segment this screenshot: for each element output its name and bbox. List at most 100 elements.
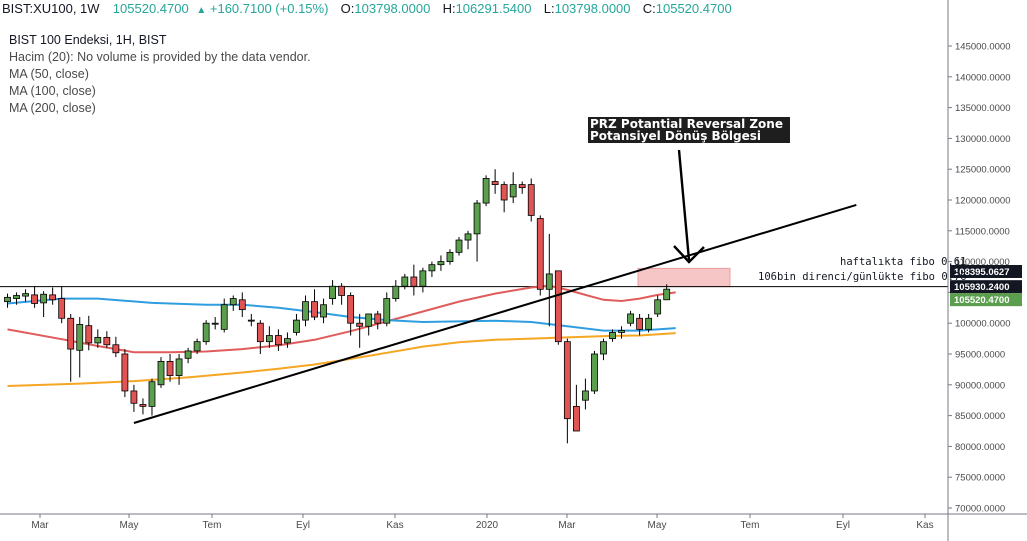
legend-volume[interactable]: Hacim (20): No volume is provided by the…: [9, 50, 311, 64]
price-tag[interactable]: 105930.2400: [950, 280, 1022, 294]
candle[interactable]: [229, 295, 237, 311]
candle[interactable]: [455, 236, 463, 256]
price-tag[interactable]: 105520.4700: [950, 293, 1022, 307]
candle[interactable]: [76, 317, 84, 378]
candle[interactable]: [175, 354, 183, 385]
candle[interactable]: [419, 267, 427, 293]
candle[interactable]: [591, 350, 598, 395]
candle[interactable]: [618, 326, 625, 339]
candle[interactable]: [509, 172, 517, 204]
candle[interactable]: [265, 326, 273, 348]
trendline[interactable]: [133, 203, 857, 424]
candle[interactable]: [130, 384, 138, 412]
legend-ma100[interactable]: MA (100, close): [9, 84, 96, 98]
candle[interactable]: [329, 280, 336, 305]
candle[interactable]: [49, 287, 57, 305]
candle[interactable]: [663, 284, 671, 301]
ma50-line[interactable]: [7, 284, 676, 354]
candle[interactable]: [238, 292, 246, 318]
candle[interactable]: [220, 298, 228, 333]
symbol-header: BIST:XU100, 1W 105520.4700 ▲ +160.7100 (…: [0, 0, 1027, 18]
candle[interactable]: [527, 178, 535, 222]
legend-title[interactable]: BIST 100 Endeksi, 1H, BIST: [9, 33, 167, 47]
candle[interactable]: [284, 332, 291, 348]
legend-ma200[interactable]: MA (200, close): [9, 101, 96, 115]
candle[interactable]: [121, 349, 129, 398]
candle[interactable]: [247, 313, 255, 327]
y-axis[interactable]: 145000.0000 140000.0000 135000.0000 130000.…: [948, 42, 1010, 515]
candle[interactable]: [293, 313, 300, 336]
candle[interactable]: [22, 289, 29, 302]
candle[interactable]: [627, 310, 634, 327]
candle[interactable]: [365, 313, 373, 336]
candle[interactable]: [437, 255, 445, 271]
candle[interactable]: [157, 357, 165, 388]
high-label: H:: [442, 1, 456, 16]
candle[interactable]: [4, 293, 11, 308]
y-tick-label: 75000.0000: [955, 473, 1005, 484]
x-axis[interactable]: Mar May Tem Eyl Kas 2020 Mar May Tem Eyl Kas: [31, 514, 934, 531]
fibo-076-label[interactable]: 106bin direnci/günlükte fibo 0.76: [758, 271, 967, 283]
candle[interactable]: [563, 338, 571, 444]
candle[interactable]: [184, 347, 192, 364]
candle[interactable]: [410, 264, 418, 296]
candle[interactable]: [31, 286, 38, 308]
candle[interactable]: [13, 292, 20, 305]
candle[interactable]: [500, 181, 508, 213]
low-value: 103798.0000: [554, 1, 631, 16]
candle[interactable]: [211, 317, 219, 330]
candle[interactable]: [112, 336, 120, 358]
candle[interactable]: [645, 313, 653, 333]
candle[interactable]: [392, 280, 400, 302]
price-tag[interactable]: 108395.0627: [950, 264, 1022, 278]
candle[interactable]: [148, 378, 156, 416]
candle[interactable]: [139, 398, 147, 415]
candle[interactable]: [58, 286, 66, 324]
candle[interactable]: [545, 233, 553, 327]
candle[interactable]: [193, 338, 201, 354]
candle[interactable]: [464, 230, 472, 250]
candle[interactable]: [446, 249, 454, 265]
candle[interactable]: [256, 320, 264, 354]
change-arrow-icon: ▲: [196, 5, 207, 16]
prz-annotation[interactable]: PRZ Potantial Reversal Zone Potansiyel D…: [588, 117, 790, 143]
prz-line-2: Potansiyel Dönüş Bölgesi: [590, 129, 762, 143]
fibo-061-label[interactable]: haftalıkta fibo 0.61: [840, 256, 967, 268]
candle[interactable]: [482, 175, 490, 207]
candle[interactable]: [85, 315, 93, 351]
candle[interactable]: [347, 292, 355, 336]
symbol-name[interactable]: BIST:XU100, 1W: [2, 1, 100, 16]
candle[interactable]: [40, 291, 48, 318]
candle[interactable]: [302, 295, 309, 327]
candle[interactable]: [654, 295, 662, 318]
candle[interactable]: [374, 310, 382, 330]
candle[interactable]: [536, 215, 544, 296]
candle[interactable]: [202, 320, 210, 345]
candle[interactable]: [401, 273, 409, 290]
candle[interactable]: [166, 354, 174, 382]
candle[interactable]: [103, 331, 111, 348]
candle[interactable]: [518, 181, 526, 194]
candle[interactable]: [582, 378, 589, 410]
candle[interactable]: [311, 289, 318, 321]
candle[interactable]: [94, 329, 102, 348]
candle[interactable]: [473, 200, 481, 262]
svg-text:108395.0627: 108395.0627: [954, 267, 1009, 278]
candle[interactable]: [554, 270, 562, 345]
candle[interactable]: [338, 283, 346, 305]
indicator-legend: BIST 100 Endeksi, 1H, BIST Hacim (20): N…: [9, 32, 311, 117]
candle[interactable]: [67, 313, 75, 382]
candle[interactable]: [600, 338, 607, 361]
candle[interactable]: [320, 298, 327, 324]
candle[interactable]: [491, 169, 499, 194]
legend-ma50[interactable]: MA (50, close): [9, 67, 89, 81]
candle[interactable]: [274, 329, 282, 351]
candle[interactable]: [383, 292, 391, 327]
candle[interactable]: [636, 313, 643, 336]
candle[interactable]: [609, 329, 616, 342]
candle[interactable]: [572, 384, 580, 432]
candle[interactable]: [428, 261, 436, 277]
candle[interactable]: [356, 313, 364, 348]
price-change: +160.7100 (+0.15%): [209, 1, 329, 16]
